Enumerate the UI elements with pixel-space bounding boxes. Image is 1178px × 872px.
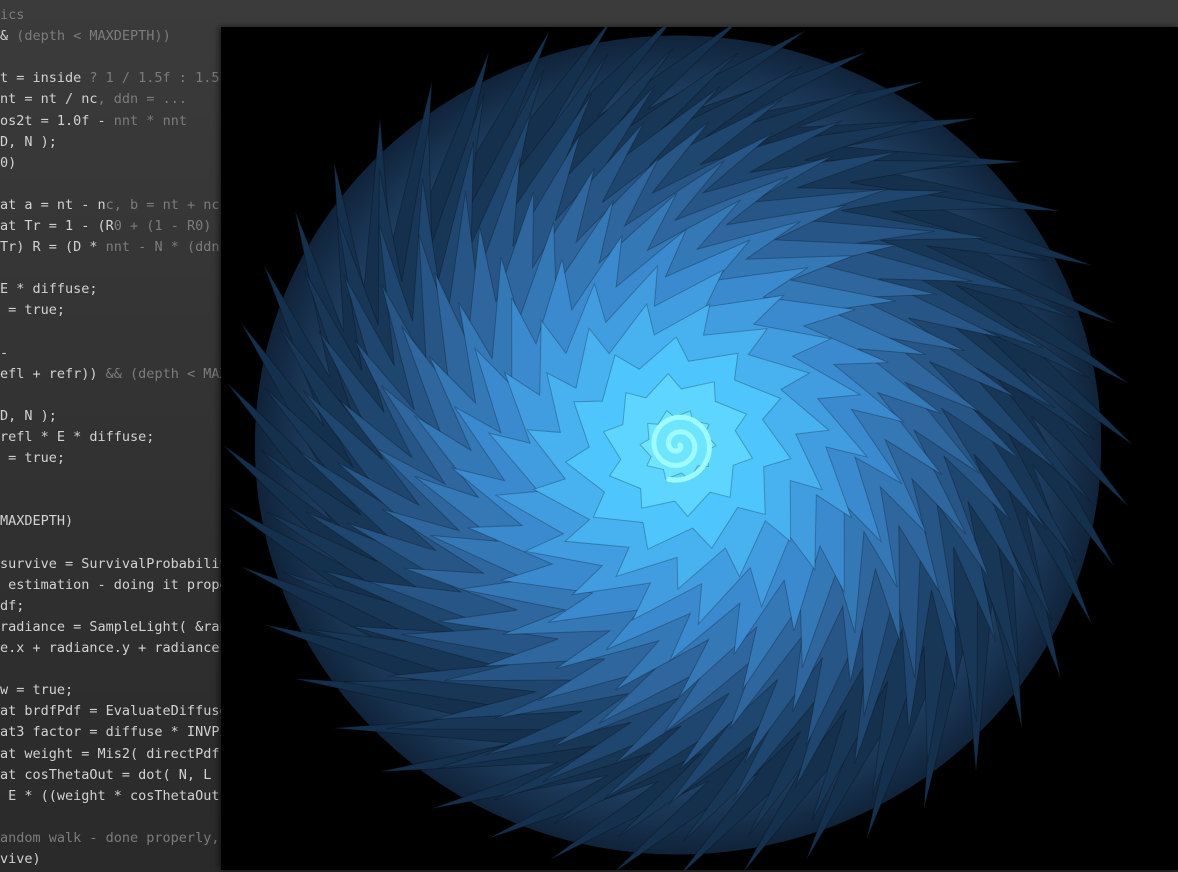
- code-line: t = inside ? 1 / 1.5f : 1.5f / 1: [0, 70, 240, 87]
- code-line: at a = nt - nc, b = nt + nc: [0, 196, 220, 213]
- code-line: & (depth < MAXDEPTH)): [0, 28, 171, 45]
- code-editor-background: ics & (depth < MAXDEPTH)) t = inside ? 1 /…: [0, 0, 240, 872]
- code-line: = true;: [0, 450, 66, 467]
- code-line: = true;: [0, 302, 66, 319]
- code-line: df;: [0, 597, 25, 614]
- code-line: os2t = 1.0f - nnt * nnt: [0, 112, 187, 129]
- code-line: refl * E * diffuse;: [0, 429, 155, 445]
- code-line: andom walk - done properly, closely: [0, 829, 240, 846]
- code-line: -: [0, 344, 9, 361]
- code-line: survive = SurvivalProbability( diff: [0, 555, 240, 572]
- code-line: at Tr = 1 - (R0 + (1 - R0): [0, 218, 212, 234]
- spiral-core: [651, 414, 712, 483]
- code-line: E * diffuse;: [0, 281, 98, 298]
- code-line: nt = nt / nc, ddn = ...: [0, 91, 187, 108]
- code-line: w = true;: [0, 682, 74, 699]
- code-line: D, N );: [0, 407, 57, 424]
- code-line: efl + refr)) && (depth < MAXDEPTH: [0, 365, 240, 382]
- code-line: at3 factor = diffuse * INVPI;: [0, 724, 236, 741]
- code-line: radiance = SampleLight( &rand, I,: [0, 618, 240, 635]
- code-line: MAXDEPTH): [0, 513, 74, 530]
- code-line: at cosThetaOut = dot( N, L );: [0, 766, 236, 783]
- code-line: e.x + radiance.y + radiance.z) > 0): [0, 640, 240, 656]
- code-line: Tr) R = (D * nnt - N * (ddn: [0, 239, 220, 256]
- code-line: ics: [0, 7, 25, 23]
- code-line: at brdfPdf = EvaluateDiffuse( L, N: [0, 703, 236, 720]
- spiral-render: [222, 27, 1134, 870]
- code-line: D, N );: [0, 133, 57, 150]
- code-line: estimation - doing it properly, c: [8, 576, 240, 593]
- code-line: vive): [0, 851, 41, 867]
- code-line: 0): [0, 154, 17, 171]
- code-line: at weight = Mis2( directPdf, brdfPd: [0, 745, 240, 762]
- code-line: E * ((weight * cosThetaOut) / dire: [8, 787, 240, 804]
- render-window[interactable]: [221, 27, 1178, 870]
